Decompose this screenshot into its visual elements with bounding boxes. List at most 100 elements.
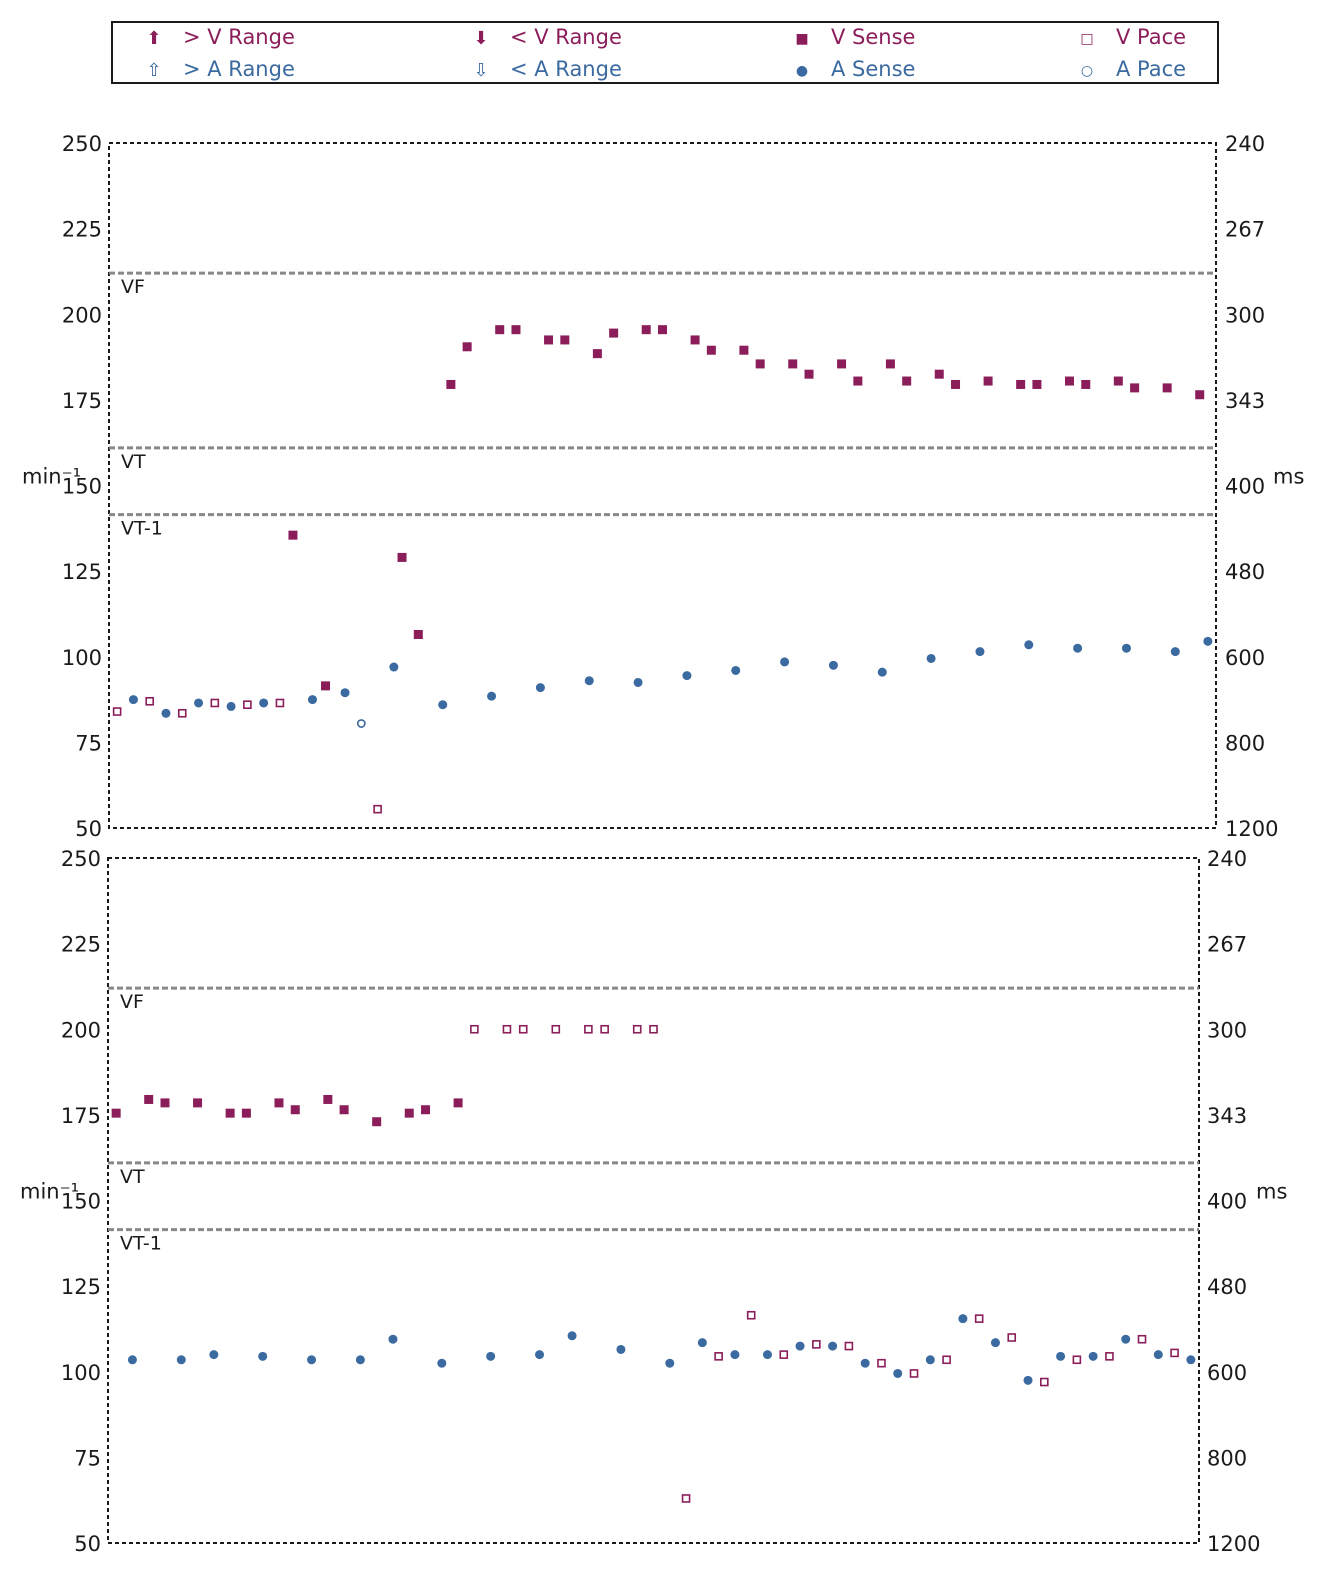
v-pace-point <box>746 1310 756 1320</box>
v-pace-point <box>1007 1333 1017 1342</box>
v-pace-point <box>942 1355 951 1365</box>
a-sense-point <box>535 683 545 693</box>
a-sense-point <box>1121 643 1131 653</box>
filled-square-icon: ■ <box>795 31 809 47</box>
y-tick-label: 175 <box>62 389 102 413</box>
y-tick-label: 50 <box>74 1532 101 1556</box>
v-sense-point <box>885 359 895 369</box>
a-sense-point <box>1088 1351 1098 1361</box>
a-sense-point <box>1024 640 1034 650</box>
v-sense-point <box>421 1105 431 1115</box>
legend-label: < A Range <box>510 57 622 81</box>
v-sense-point <box>397 552 407 562</box>
v-pace-point <box>1105 1352 1114 1361</box>
a-sense-point <box>1073 643 1083 653</box>
v-sense-point <box>495 325 505 335</box>
v-pace-point <box>649 1024 658 1034</box>
arrow-down-filled-icon: ⬇ <box>473 28 489 49</box>
v-pace-point <box>584 1024 593 1034</box>
zone-label: VT-1 <box>120 1233 162 1255</box>
y-tick-label: 200 <box>62 303 102 327</box>
a-sense-point <box>307 695 317 705</box>
v-sense-point <box>739 345 749 355</box>
plot-frame <box>107 857 1200 1544</box>
v-pace-point <box>470 1024 479 1034</box>
arrow-up-open-icon: ⇧ <box>146 60 162 81</box>
v-sense-point <box>804 369 814 379</box>
a-sense-point <box>567 1331 577 1341</box>
v-pace-point <box>243 700 252 710</box>
a-sense-point <box>1203 636 1213 646</box>
zone-label: VT <box>121 451 146 473</box>
v-pace-point <box>518 1024 528 1034</box>
v-sense-point <box>592 349 602 359</box>
y-tick-label: 50 <box>75 817 102 841</box>
v-sense-point <box>902 376 912 386</box>
v-sense-point <box>462 342 472 352</box>
v-sense-point <box>160 1098 170 1108</box>
a-sense-point <box>828 1341 838 1351</box>
a-sense-point <box>762 1350 772 1360</box>
zone-label: VT <box>120 1166 145 1188</box>
y2-tick-label: 300 <box>1225 303 1265 327</box>
a-pace-point <box>356 719 366 728</box>
v-sense-point <box>453 1098 463 1108</box>
v-pace-point <box>812 1340 821 1349</box>
v-pace-point <box>112 707 122 716</box>
v-pace-point <box>600 1024 609 1034</box>
v-sense-point <box>1162 383 1172 393</box>
a-sense-point <box>584 676 594 686</box>
v-sense-point <box>853 376 863 386</box>
v-sense-point <box>321 681 331 691</box>
a-sense-point <box>665 1358 675 1368</box>
a-sense-point <box>616 1344 626 1354</box>
y2-tick-label: 800 <box>1225 731 1265 755</box>
v-pace-point <box>1137 1334 1147 1344</box>
a-sense-point <box>730 1350 740 1360</box>
a-sense-point <box>795 1341 805 1351</box>
v-sense-point <box>1113 376 1123 386</box>
a-sense-point <box>226 701 236 711</box>
y2-tick-label: 343 <box>1225 389 1265 413</box>
v-sense-point <box>241 1108 251 1118</box>
v-pace-point <box>1170 1348 1179 1358</box>
v-sense-point <box>288 530 298 540</box>
v-pace-point <box>1072 1355 1082 1365</box>
a-sense-point <box>535 1350 545 1360</box>
a-sense-point <box>975 647 985 657</box>
v-pace-point <box>1040 1377 1049 1387</box>
v-sense-point <box>609 328 619 338</box>
v-pace-point <box>877 1358 886 1368</box>
a-sense-point <box>958 1314 968 1324</box>
a-sense-point <box>877 667 887 677</box>
y-tick-label: 100 <box>62 646 102 670</box>
a-sense-point <box>1056 1351 1066 1361</box>
a-sense-point <box>1023 1375 1033 1385</box>
v-pace-point <box>779 1350 789 1359</box>
v-pace-point <box>714 1352 723 1361</box>
legend-label: V Sense <box>831 25 916 49</box>
y2-axis-label: ms <box>1256 1180 1287 1204</box>
a-sense-point <box>438 700 448 710</box>
v-sense-point <box>339 1105 349 1115</box>
v-sense-point <box>706 345 716 355</box>
legend-label: > A Range <box>183 57 295 81</box>
v-sense-point <box>290 1105 300 1115</box>
a-sense-point <box>697 1338 707 1348</box>
v-sense-point <box>1081 379 1091 389</box>
a-sense-point <box>340 688 350 698</box>
a-sense-point <box>1121 1334 1131 1344</box>
v-sense-point <box>1016 379 1026 389</box>
y2-tick-label: 1200 <box>1225 817 1278 841</box>
legend-label: A Sense <box>831 57 916 81</box>
v-sense-point <box>951 379 961 389</box>
y2-tick-label: 800 <box>1207 1446 1247 1470</box>
legend-label: V Pace <box>1116 25 1187 49</box>
v-pace-point <box>502 1024 512 1034</box>
v-sense-point <box>934 369 944 379</box>
v-pace-point <box>681 1494 691 1503</box>
open-circle-icon: ○ <box>1080 63 1094 79</box>
filled-circle-icon: ● <box>795 63 809 79</box>
y2-tick-label: 267 <box>1207 933 1247 957</box>
zone-label: VF <box>121 276 145 298</box>
